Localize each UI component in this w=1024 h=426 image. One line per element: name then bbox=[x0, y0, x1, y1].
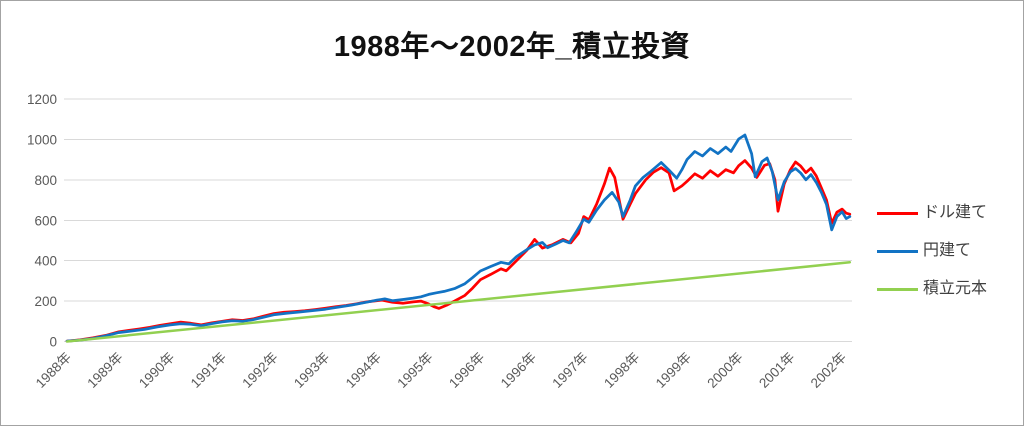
x-tick-label: 1994年 bbox=[343, 350, 384, 391]
x-tick-label: 1998年 bbox=[601, 350, 642, 391]
x-tick-label: 1993年 bbox=[291, 350, 332, 391]
y-tick-label: 0 bbox=[49, 335, 57, 350]
legend-line-blue bbox=[877, 249, 918, 253]
series-line-2 bbox=[65, 261, 852, 343]
x-tick-label: 1999年 bbox=[653, 350, 694, 391]
x-tick-label: 1997年 bbox=[549, 350, 590, 391]
x-tick-label: 1995年 bbox=[394, 350, 435, 391]
series-line-0 bbox=[65, 159, 852, 343]
x-tick-label: 1991年 bbox=[188, 350, 229, 391]
y-tick-label: 1000 bbox=[27, 132, 57, 147]
x-tick-label: 1992年 bbox=[239, 350, 280, 391]
legend-label-dollar: ドル建て bbox=[923, 204, 988, 221]
x-tick-label: 1989年 bbox=[84, 350, 125, 391]
legend: ドル建て 円建て 積立元本 bbox=[877, 205, 987, 319]
legend-item-yen: 円建て bbox=[877, 243, 987, 259]
chart-title: 1988年～2002年_積立投資 bbox=[333, 31, 691, 63]
x-tick-label: 1990年 bbox=[136, 350, 177, 391]
series-line-1 bbox=[65, 133, 852, 343]
legend-label-principal: 積立元本 bbox=[923, 280, 988, 297]
legend-label-yen: 円建て bbox=[923, 242, 972, 259]
legend-line-red bbox=[877, 211, 918, 215]
x-tick-label: 2000年 bbox=[704, 350, 745, 391]
y-tick-label: 200 bbox=[34, 294, 57, 309]
legend-item-principal: 積立元本 bbox=[877, 281, 987, 297]
y-tick-label: 600 bbox=[34, 213, 57, 228]
y-tick-label: 1200 bbox=[27, 92, 57, 107]
x-tick-label: 1988年 bbox=[33, 350, 74, 391]
x-tick-label: 2001年 bbox=[756, 350, 797, 391]
legend-item-dollar: ドル建て bbox=[877, 205, 987, 221]
legend-line-green bbox=[877, 287, 918, 291]
y-tick-label: 800 bbox=[34, 173, 57, 188]
x-tick-label: 1996年 bbox=[446, 350, 487, 391]
x-tick-label: 2002年 bbox=[808, 350, 849, 391]
x-tick-label: 1996年 bbox=[498, 350, 539, 391]
y-tick-label: 400 bbox=[34, 254, 57, 269]
